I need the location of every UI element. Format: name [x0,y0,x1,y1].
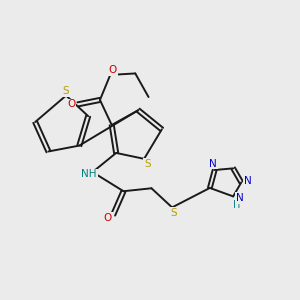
Text: O: O [67,99,76,110]
Text: NH: NH [81,169,97,179]
Text: S: S [170,208,177,218]
Text: N: N [209,158,217,169]
Text: O: O [109,65,117,76]
Text: H: H [233,200,240,210]
Text: N: N [244,176,252,186]
Text: S: S [63,86,69,96]
Text: O: O [104,213,112,223]
Text: N: N [236,193,244,203]
Text: S: S [144,159,151,169]
